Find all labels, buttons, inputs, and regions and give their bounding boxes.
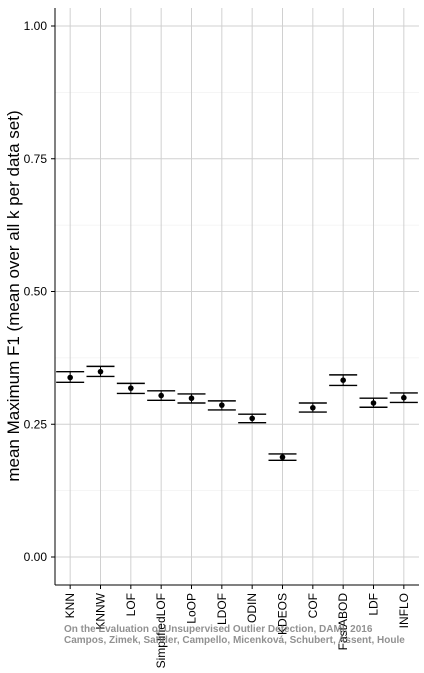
plot-panel: [55, 8, 419, 585]
errorbar-knn: [56, 370, 85, 384]
watermark-line2: Campos, Zimek, Sander, Campello, Micenko…: [64, 635, 405, 646]
x-tick-label: SimplifiedLOF: [154, 593, 168, 668]
mean-point: [67, 374, 73, 381]
x-tick-label: LDF: [367, 593, 381, 616]
errorbar-knnw: [86, 365, 115, 378]
y-axis-title: mean Maximum F1 (mean over all k per dat…: [4, 110, 23, 481]
mean-point: [219, 402, 225, 408]
y-ticks: 0.00 0.25 0.50 0.75 1.00: [24, 19, 55, 564]
x-tick-label: LoOP: [185, 593, 199, 624]
errorbar-cof: [298, 402, 327, 413]
grid: [55, 8, 419, 585]
mean-point: [188, 395, 195, 402]
y-tick-label: 0.75: [24, 152, 48, 166]
mean-point: [158, 392, 164, 399]
mean-point: [279, 454, 286, 460]
error-bars: [56, 365, 418, 462]
x-tick-label: LDOF: [215, 593, 229, 625]
y-tick-label: 0.25: [24, 417, 48, 431]
errorbar-ldof: [207, 400, 236, 411]
errorbar-ldf: [359, 397, 388, 408]
errorbar-lof: [116, 382, 145, 395]
x-tick-label: FastABOD: [336, 593, 350, 651]
y-tick-label: 0.00: [24, 550, 48, 564]
x-tick-label: LOF: [124, 593, 138, 616]
x-tick-label: INFLO: [397, 593, 411, 628]
errorbar-inflo: [389, 392, 418, 404]
mean-point: [370, 400, 377, 406]
errorbar-simplifiedlof: [147, 390, 176, 402]
mean-point: [401, 394, 407, 401]
x-tick-label: KNN: [63, 593, 77, 618]
mean-point: [310, 404, 316, 411]
x-ticks: KNN KNNW LOF SimplifiedLOF LoOP LDOF ODIN KDEOS…: [63, 585, 411, 668]
x-tick-label: ODIN: [245, 593, 259, 623]
errorbar-loop: [177, 393, 206, 404]
x-tick-label: COF: [306, 593, 320, 618]
x-tick-label: KDEOS: [276, 593, 290, 635]
y-tick-label: 1.00: [24, 19, 48, 33]
x-tick-label: KNNW: [94, 592, 108, 629]
errorbar-fastabod: [329, 374, 358, 387]
mean-point: [340, 377, 346, 383]
mean-point: [128, 385, 134, 391]
axes: [54, 8, 419, 586]
errorbar-odin: [238, 413, 267, 424]
mean-point: [97, 368, 104, 375]
mean-point: [249, 415, 255, 422]
watermark-line1: On the Evaluation of Unsupervised Outlie…: [64, 624, 373, 635]
errorbar-kdeos: [268, 453, 297, 462]
y-tick-label: 0.50: [24, 285, 48, 299]
